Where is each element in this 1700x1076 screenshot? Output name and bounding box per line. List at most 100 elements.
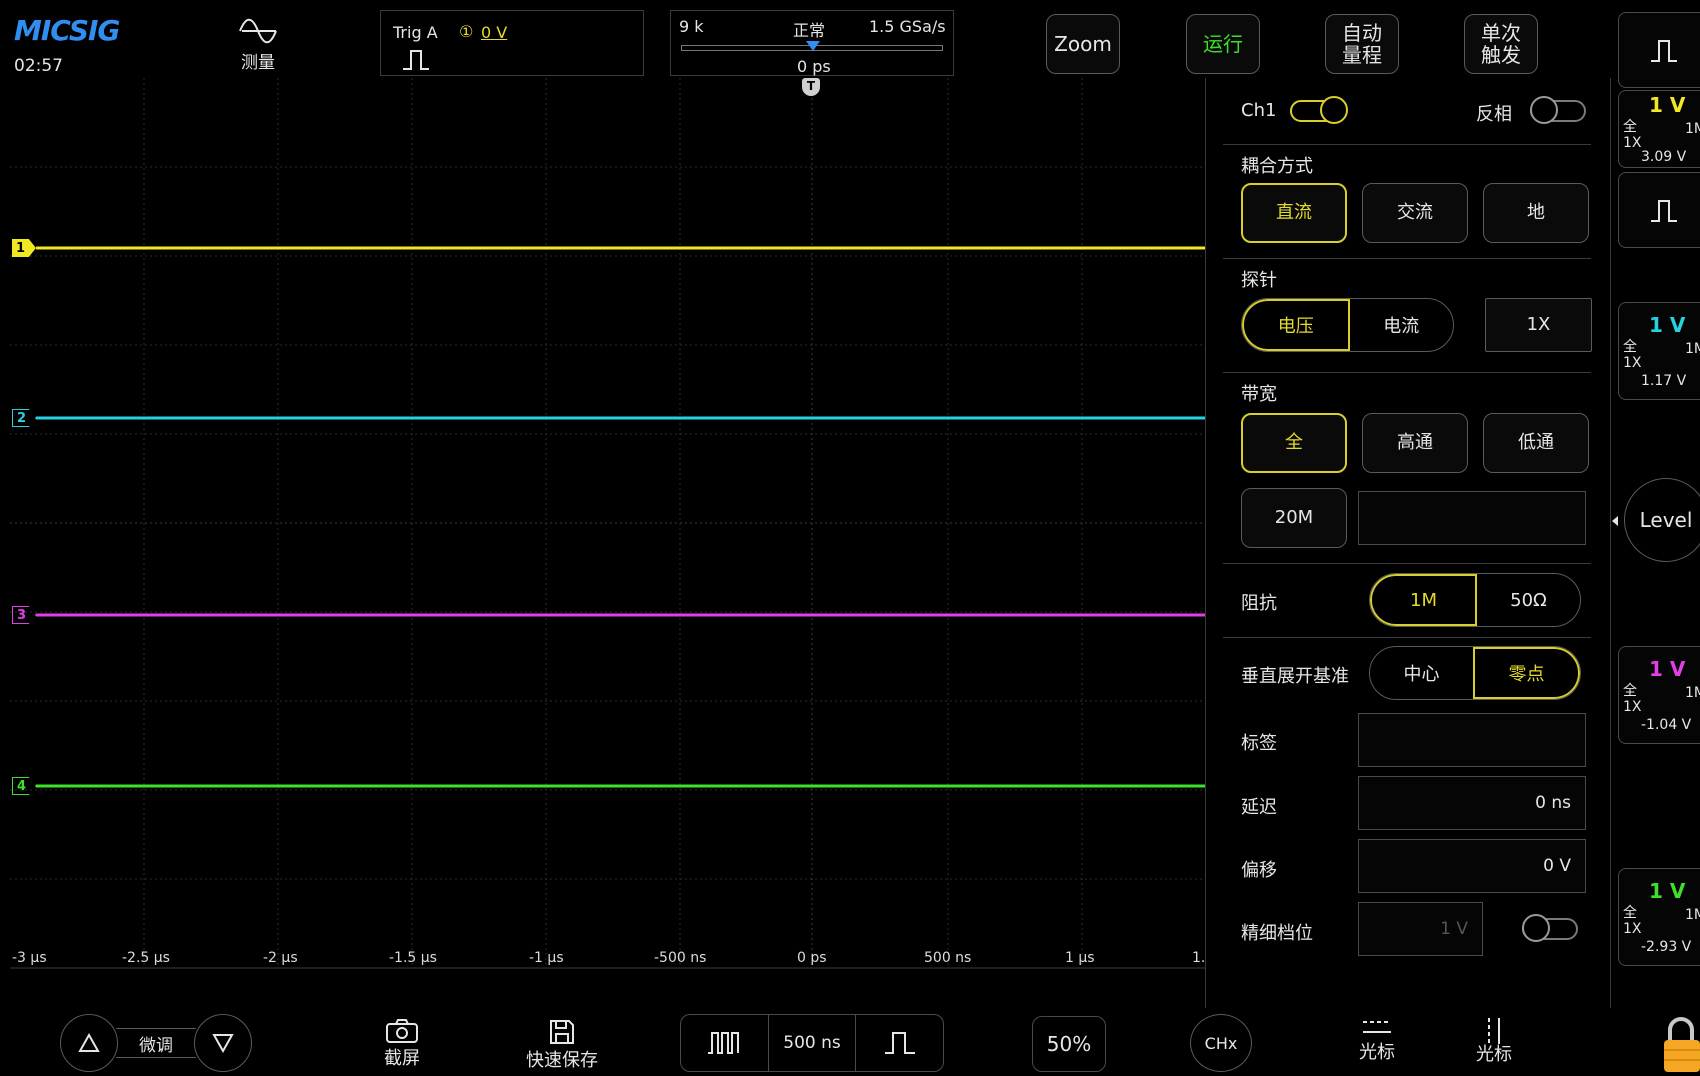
measure-label: 测量 [241,53,275,73]
channel-enable-toggle[interactable] [1290,96,1348,124]
impedance-selector[interactable]: 1M 50Ω [1369,573,1581,627]
sine-wave-icon [239,18,277,44]
timebase-control: 500 ns [680,1014,944,1072]
probe-type-selector[interactable]: 电压 电流 [1241,298,1454,352]
memory-position-marker [806,41,820,51]
ch1-impedance: 1M [1685,121,1700,137]
fine-tune-up-button[interactable] [60,1014,118,1072]
time-tick: -1.5 μs [389,950,437,966]
time-tick: 500 ns [924,950,972,966]
trigger-50-percent-button[interactable]: 50% [1032,1016,1106,1072]
screenshot-label: 截屏 [384,1048,420,1069]
fine-scale-field: 1 V [1358,902,1483,956]
trigger-edge-button-1[interactable] [1618,12,1700,88]
ch2-marker[interactable]: 2 [12,409,36,427]
fine-scale-toggle[interactable] [1522,914,1578,942]
horizontal-delay: 0 ps [797,57,831,76]
ch4-scale-chip[interactable]: 1 V 全 1X 1M -2.93 V [1618,868,1700,966]
probe-current-option[interactable]: 电流 [1383,316,1420,337]
vertical-ref-zero-option[interactable]: 零点 [1473,647,1580,699]
ch2-offset: 1.17 V [1641,373,1687,389]
auto-scale-line2: 量程 [1342,43,1382,67]
ch3-scale-chip[interactable]: 1 V 全 1X 1M -1.04 V [1618,646,1700,744]
trigger-channel-badge: ① [459,22,474,41]
bandwidth-title: 带宽 [1241,384,1277,405]
lock-icon[interactable] [1662,1016,1700,1072]
auto-scale-button[interactable]: 自动 量程 [1325,14,1399,74]
tag-label: 标签 [1241,733,1277,754]
delay-label: 延迟 [1241,797,1277,818]
bandwidth-lowpass-button[interactable]: 低通 [1483,413,1589,473]
probe-title: 探针 [1241,270,1277,291]
coupling-ac-button[interactable]: 交流 [1362,183,1468,243]
probe-factor-button[interactable]: 1X [1485,298,1592,352]
ch4-offset: -2.93 V [1641,939,1692,955]
ch1-offset: 3.09 V [1641,149,1687,165]
quick-save-button[interactable]: 快速保存 [520,1018,604,1072]
quick-save-label: 快速保存 [526,1050,598,1071]
bandwidth-full-button[interactable]: 全 [1241,413,1347,473]
measure-button[interactable]: 测量 [230,16,286,74]
ch3-offset: -1.04 V [1641,717,1692,733]
sample-rate: 1.5 GSa/s [869,17,946,36]
ch3-impedance: 1M [1685,685,1700,701]
micsig-logo: MICSIG [14,14,120,47]
time-tick: -500 ns [654,950,707,966]
fine-tune-control: 微调 [60,1014,252,1072]
level-arrow-icon [1612,516,1618,526]
vertical-cursor-button[interactable]: 光标 [1469,1016,1519,1072]
vertical-ref-center-option[interactable]: 中心 [1403,664,1440,685]
bandwidth-value-field[interactable] [1358,491,1586,545]
level-knob[interactable]: Level [1624,478,1700,562]
invert-toggle[interactable] [1530,96,1586,124]
chx-button[interactable]: CHx [1190,1014,1252,1072]
trigger-position-marker[interactable]: T [802,78,820,96]
auto-scale-line1: 自动 [1342,21,1382,45]
invert-label: 反相 [1476,104,1512,125]
vertical-ref-selector[interactable]: 中心 零点 [1369,646,1581,700]
coupling-ground-button[interactable]: 地 [1483,183,1589,243]
ch2-scale-chip[interactable]: 1 V 全 1X 1M 1.17 V [1618,302,1700,400]
impedance-1m-option[interactable]: 1M [1370,574,1477,626]
bandwidth-20m-button[interactable]: 20M [1241,488,1347,548]
timebase-pulse-button[interactable] [681,1015,769,1071]
single-trigger-button[interactable]: 单次 触发 [1464,14,1538,74]
time-tick: 0 ps [797,950,827,966]
delay-field[interactable]: 0 ns [1358,776,1586,830]
acquire-mode: 正常 [793,21,826,40]
screenshot-button[interactable]: 截屏 [372,1018,432,1072]
ch1-marker[interactable]: 1 [12,239,36,257]
timebase-single-pulse-button[interactable] [856,1015,943,1071]
clock: 02:57 [14,56,63,76]
fine-scale-label: 精细档位 [1241,923,1313,944]
trigger-panel[interactable]: Trig A ① 0 V [380,10,644,76]
probe-voltage-option[interactable]: 电压 [1242,299,1350,351]
acquisition-panel[interactable]: 9 k 正常 1.5 GSa/s 0 ps [670,10,954,76]
memory-depth: 9 k [679,17,704,36]
trigger-edge-button-2[interactable] [1618,172,1700,248]
fine-tune-down-button[interactable] [194,1014,252,1072]
zoom-button[interactable]: Zoom [1046,14,1120,74]
tag-field[interactable] [1358,713,1586,767]
offset-field[interactable]: 0 V [1358,839,1586,893]
horizontal-cursor-button[interactable]: 光标 [1352,1016,1402,1072]
bandwidth-highpass-button[interactable]: 高通 [1362,413,1468,473]
horizontal-cursor-icon [1363,1021,1391,1033]
ch3-marker[interactable]: 3 [12,606,36,624]
ch4-marker[interactable]: 4 [12,777,36,795]
waveform-grid[interactable] [10,78,1206,1008]
ch1-scale-chip[interactable]: 1 V 全 1X 1M 3.09 V [1618,90,1700,168]
coupling-dc-button[interactable]: 直流 [1241,183,1347,243]
time-tick: -1 μs [529,950,564,966]
rising-edge-icon [1651,40,1677,62]
timebase-value[interactable]: 500 ns [769,1015,857,1071]
vertical-ref-title: 垂直展开基准 [1241,666,1349,687]
trigger-level: 0 V [481,23,508,42]
ch4-scale: 1 V [1649,879,1686,903]
single-trigger-line2: 触发 [1481,43,1521,67]
ch1-scale: 1 V [1649,93,1686,117]
impedance-50ohm-option[interactable]: 50Ω [1510,589,1547,611]
run-button[interactable]: 运行 [1186,14,1260,74]
vertical-cursor-label: 光标 [1476,1044,1512,1065]
time-tick: -2.5 μs [122,950,170,966]
